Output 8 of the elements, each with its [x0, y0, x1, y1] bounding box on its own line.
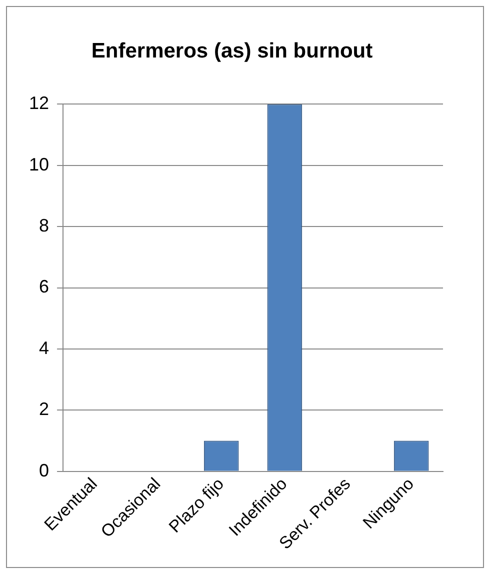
- y-tick-label: 8: [39, 216, 50, 236]
- chart-title: Enfermeros (as) sin burnout: [91, 39, 373, 62]
- y-tick-label: 4: [39, 338, 50, 358]
- y-tick-label: 12: [28, 93, 50, 114]
- y-tick-label: 10: [28, 154, 50, 174]
- y-tick-label: 6: [39, 276, 50, 297]
- y-tick-label: 0: [39, 460, 50, 480]
- y-tick-label: 2: [39, 399, 50, 420]
